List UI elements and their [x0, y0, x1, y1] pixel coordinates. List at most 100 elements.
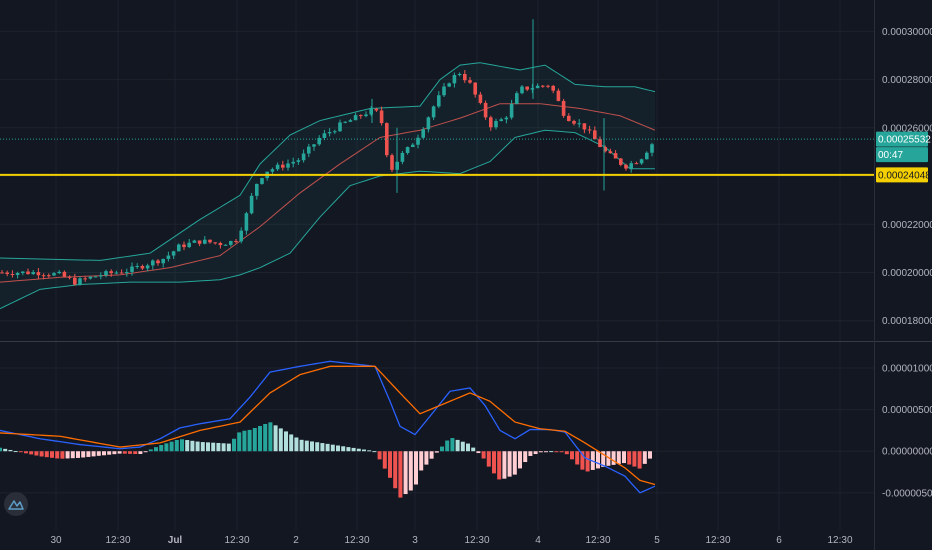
macd-histogram-bar	[76, 451, 80, 458]
candle-body	[10, 274, 15, 276]
macd-histogram-bar	[476, 451, 481, 454]
macd-histogram-bar	[304, 440, 309, 452]
candle-body	[499, 119, 503, 122]
candle-body	[213, 242, 217, 244]
candle-body	[208, 239, 212, 243]
macd-histogram-bar	[367, 450, 372, 452]
candle-body	[390, 155, 394, 170]
macd-histogram-bar	[559, 451, 564, 453]
candle-body	[515, 93, 519, 104]
candle-body	[114, 272, 119, 274]
macd-histogram-bar	[200, 442, 205, 452]
candle-body	[546, 85, 550, 87]
macd-histogram-bar	[585, 451, 590, 472]
candle-body	[379, 110, 384, 124]
candle-body	[109, 271, 113, 274]
candle-body	[99, 275, 103, 277]
macd-histogram-bar	[102, 451, 106, 456]
macd-histogram-bar	[221, 443, 226, 452]
price-tick-label: 0.00022000	[882, 220, 932, 231]
macd-axis[interactable]: 0.00001000 0.00000500 0.00000000 -0.0000050…	[882, 363, 932, 499]
candle-body	[608, 151, 613, 154]
candle-body	[182, 244, 186, 248]
macd-histogram-bar	[325, 443, 330, 452]
time-tick-label: 4	[535, 535, 541, 546]
macd-histogram-bar	[138, 451, 143, 454]
macd-histogram-bar	[258, 425, 262, 452]
time-axis[interactable]: 30 12:30 Jul 12:30 2 12:30 3 12:30 4 12:30 5 12:30 6…	[50, 535, 853, 546]
macd-histogram-bar	[518, 451, 522, 469]
candle-body	[353, 115, 358, 121]
candle-body	[197, 240, 202, 244]
logo-icon	[8, 500, 24, 510]
macd-histogram-bar	[382, 451, 387, 469]
candle-body	[270, 169, 275, 172]
candle-body	[177, 244, 181, 252]
macd-histogram-bar	[242, 430, 247, 452]
candle-body	[57, 271, 61, 274]
macd-histogram-bar	[65, 451, 70, 459]
macd-histogram-bar	[627, 451, 632, 465]
candle-body	[83, 278, 87, 280]
macd-histogram-bar	[13, 451, 18, 453]
macd-histogram-bar	[616, 451, 621, 464]
macd-histogram-bar	[512, 451, 517, 475]
candle-body	[639, 159, 644, 164]
macd-histogram-bar	[341, 446, 346, 452]
macd-histogram-bar	[564, 451, 569, 455]
macd-histogram-bar	[642, 451, 647, 464]
candle-body	[541, 85, 545, 87]
macd-histogram-bar	[195, 441, 200, 452]
candle-body	[192, 240, 197, 243]
time-tick-label: 5	[654, 535, 660, 546]
candle-body	[463, 73, 467, 81]
candle-body	[400, 152, 405, 162]
time-tick-label: 3	[412, 535, 418, 546]
signal-line	[0, 365, 656, 486]
macd-histogram-bar	[34, 451, 39, 456]
macd-histogram-bar	[81, 451, 86, 458]
macd-histogram-bar	[273, 425, 278, 452]
bollinger-upper-line	[0, 62, 656, 261]
macd-histogram-bar	[143, 451, 148, 453]
candle-body	[52, 273, 56, 276]
candle-body	[650, 144, 654, 153]
time-tick-label: 12:30	[705, 535, 730, 546]
macd-histogram-bar	[601, 451, 606, 467]
candle-body	[338, 122, 342, 132]
candle-body	[634, 163, 639, 165]
macd-histogram-bar	[278, 428, 283, 452]
candle-body	[478, 94, 483, 103]
tradingview-logo[interactable]	[4, 492, 28, 516]
macd-histogram-bar	[460, 441, 465, 452]
macd-histogram-bar	[632, 451, 637, 467]
candle-body	[473, 82, 477, 95]
macd-histogram-bar	[570, 451, 574, 460]
macd-histogram-bar	[24, 451, 28, 454]
macd-histogram-bar	[575, 451, 580, 465]
candle-body	[203, 239, 207, 244]
price-pane[interactable]	[0, 19, 874, 310]
macd-histogram-bar	[471, 447, 476, 452]
candle-body	[166, 255, 171, 259]
candle-body	[88, 276, 93, 279]
macd-histogram-bar	[180, 439, 184, 452]
macd-histogram-bar	[466, 443, 470, 452]
candle-body	[15, 273, 20, 276]
candle-body	[520, 86, 524, 94]
price-axis[interactable]: 0.00030000 0.00028000 0.00026000 0.00022000…	[882, 27, 932, 327]
candle-body	[93, 276, 98, 278]
macd-histogram-bar	[497, 451, 502, 480]
macd-pane[interactable]	[0, 360, 656, 498]
price-tick-label: 0.00018000	[882, 316, 932, 327]
macd-histogram-bar	[70, 451, 75, 459]
candle-body	[145, 265, 150, 269]
candle-body	[343, 121, 347, 123]
price-tick-label: 0.00020000	[882, 268, 932, 279]
macd-histogram-bar	[185, 440, 190, 452]
macd-histogram-bar	[60, 451, 65, 459]
candle-body	[535, 85, 540, 89]
time-tick-label: 6	[776, 535, 782, 546]
macd-histogram-bar	[611, 451, 616, 465]
